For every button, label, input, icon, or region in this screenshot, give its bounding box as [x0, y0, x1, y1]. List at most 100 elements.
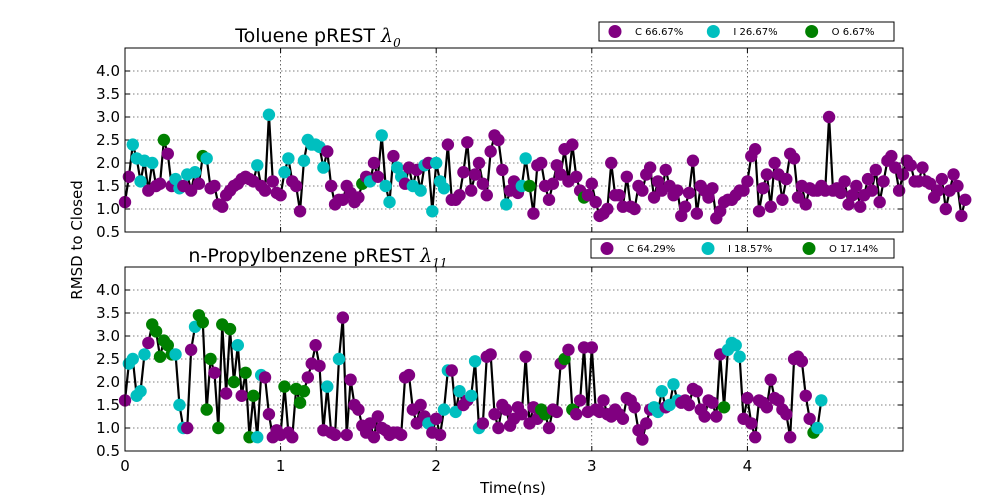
data-point-c	[340, 428, 353, 442]
y-tick-label: 2.0	[96, 154, 120, 172]
legend-label: I 18.57%	[728, 244, 772, 255]
data-point-c	[515, 408, 528, 421]
data-point-c	[461, 136, 474, 149]
data-point-c	[208, 179, 221, 193]
data-point-i	[173, 398, 186, 412]
data-point-c	[367, 156, 381, 170]
data-point-i	[500, 198, 513, 211]
data-point-c	[741, 391, 754, 405]
data-point-o	[223, 322, 237, 336]
data-point-o	[157, 133, 171, 147]
data-point-c	[916, 161, 929, 174]
data-point-c	[838, 175, 851, 188]
data-point-c	[748, 431, 762, 444]
data-point-c	[822, 110, 836, 124]
data-point-o	[247, 389, 260, 402]
data-point-c	[235, 389, 248, 402]
data-point-o	[523, 179, 536, 193]
data-point-c	[706, 182, 719, 195]
data-point-i	[414, 184, 427, 197]
x-tick-label: 1	[276, 457, 286, 475]
data-point-c	[286, 431, 299, 444]
data-point-i	[375, 129, 388, 142]
data-point-c	[336, 311, 350, 324]
data-point-c	[293, 205, 307, 218]
data-point-c	[686, 154, 700, 167]
data-point-c	[476, 177, 490, 190]
data-point-c	[783, 431, 797, 444]
data-point-c	[535, 156, 548, 170]
data-point-c	[706, 396, 719, 409]
data-point-i	[251, 159, 264, 172]
data-point-o	[149, 325, 163, 338]
data-point-i	[468, 355, 482, 368]
data-point-c	[301, 371, 315, 384]
data-point-i	[134, 385, 147, 398]
data-point-c	[682, 398, 696, 412]
data-point-c	[959, 193, 972, 206]
legend-label: C 66.67%	[635, 27, 683, 38]
legend: C 66.67% I 26.67% O 6.67%	[598, 21, 895, 42]
panel-title: Toluene pREST λ0	[234, 25, 401, 50]
data-point-c	[441, 138, 455, 151]
plot-frame	[124, 47, 904, 233]
data-point-i	[188, 166, 202, 179]
data-point-i	[815, 394, 828, 407]
data-point-c	[931, 184, 945, 197]
data-point-c	[402, 368, 416, 382]
y-tick-label: 1.5	[96, 177, 120, 195]
data-point-c	[951, 179, 964, 193]
data-point-c	[492, 133, 505, 147]
data-point-c	[262, 408, 276, 421]
data-point-c	[480, 189, 493, 202]
data-point-i	[231, 339, 245, 352]
data-point-c	[865, 184, 879, 197]
data-point-c	[803, 412, 816, 425]
panel-title-text: Toluene pREST	[234, 25, 381, 47]
data-point-i	[278, 166, 291, 179]
data-point-c	[935, 172, 949, 186]
data-point-c	[484, 145, 497, 158]
legend-marker	[600, 242, 614, 255]
data-point-c	[834, 186, 847, 200]
data-point-c	[496, 163, 509, 177]
data-point-c	[492, 421, 505, 435]
data-point-i	[379, 179, 392, 193]
data-point-i	[811, 421, 824, 435]
data-point-c	[371, 170, 385, 183]
data-point-o	[297, 385, 311, 398]
y-tick-label: 4.0	[96, 62, 120, 80]
data-point-c	[850, 179, 863, 193]
data-point-c	[764, 373, 777, 386]
data-point-c	[601, 202, 614, 216]
data-point-c	[546, 177, 560, 190]
data-point-c	[659, 163, 672, 177]
y-tick-label: 3.5	[96, 304, 120, 322]
data-point-i	[733, 350, 746, 363]
data-point-c	[776, 193, 789, 206]
data-point-c	[748, 143, 762, 156]
data-point-c	[519, 350, 532, 363]
data-point-c	[636, 433, 649, 446]
legend-marker	[706, 25, 720, 38]
data-point-c	[643, 161, 657, 174]
data-point-i	[729, 339, 742, 352]
data-point-c	[457, 166, 470, 179]
legend-marker	[608, 25, 622, 38]
data-point-i	[134, 175, 147, 188]
data-point-c	[433, 428, 447, 442]
data-point-i	[519, 152, 532, 165]
data-point-o	[204, 352, 217, 366]
data-point-c	[468, 168, 482, 181]
data-point-c	[616, 412, 630, 425]
data-point-i	[200, 152, 213, 165]
data-point-i	[437, 182, 451, 195]
data-point-c	[266, 175, 280, 188]
data-point-c	[570, 408, 583, 421]
panel-title-text: n-Propylbenzene pREST	[188, 245, 420, 267]
data-point-c	[562, 343, 575, 356]
data-point-c	[640, 417, 653, 430]
data-point-c	[620, 170, 634, 183]
bottom-panel: 0.5 1.0 1.5 2.0 2.5 3.0 3.5 4.0 0 1 2 3 4 n-Propylben…	[96, 238, 904, 475]
data-point-c	[636, 184, 649, 197]
